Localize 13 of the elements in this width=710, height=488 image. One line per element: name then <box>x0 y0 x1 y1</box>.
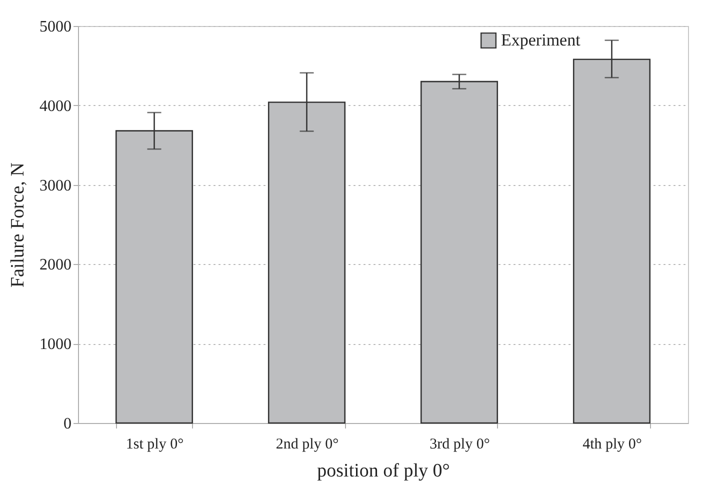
y-tick-label: 5000 <box>40 18 72 36</box>
x-tick-label: 4th ply 0° <box>582 436 642 452</box>
y-tick-label: 2000 <box>40 256 72 274</box>
x-tick-label: 3rd ply 0° <box>430 436 490 452</box>
legend-label: Experiment <box>501 30 581 50</box>
y-tick-label: 0 <box>64 416 72 432</box>
y-axis-title: Failure Force, N <box>8 162 28 288</box>
y-tick-label: 1000 <box>40 336 72 354</box>
y-tick-label: 3000 <box>40 177 72 194</box>
x-tick-label: 2nd ply 0° <box>276 436 339 452</box>
x-tick-label: 1st ply 0° <box>126 436 184 452</box>
x-axis-title: position of ply 0° <box>317 460 450 482</box>
y-tick-label: 4000 <box>40 98 72 115</box>
